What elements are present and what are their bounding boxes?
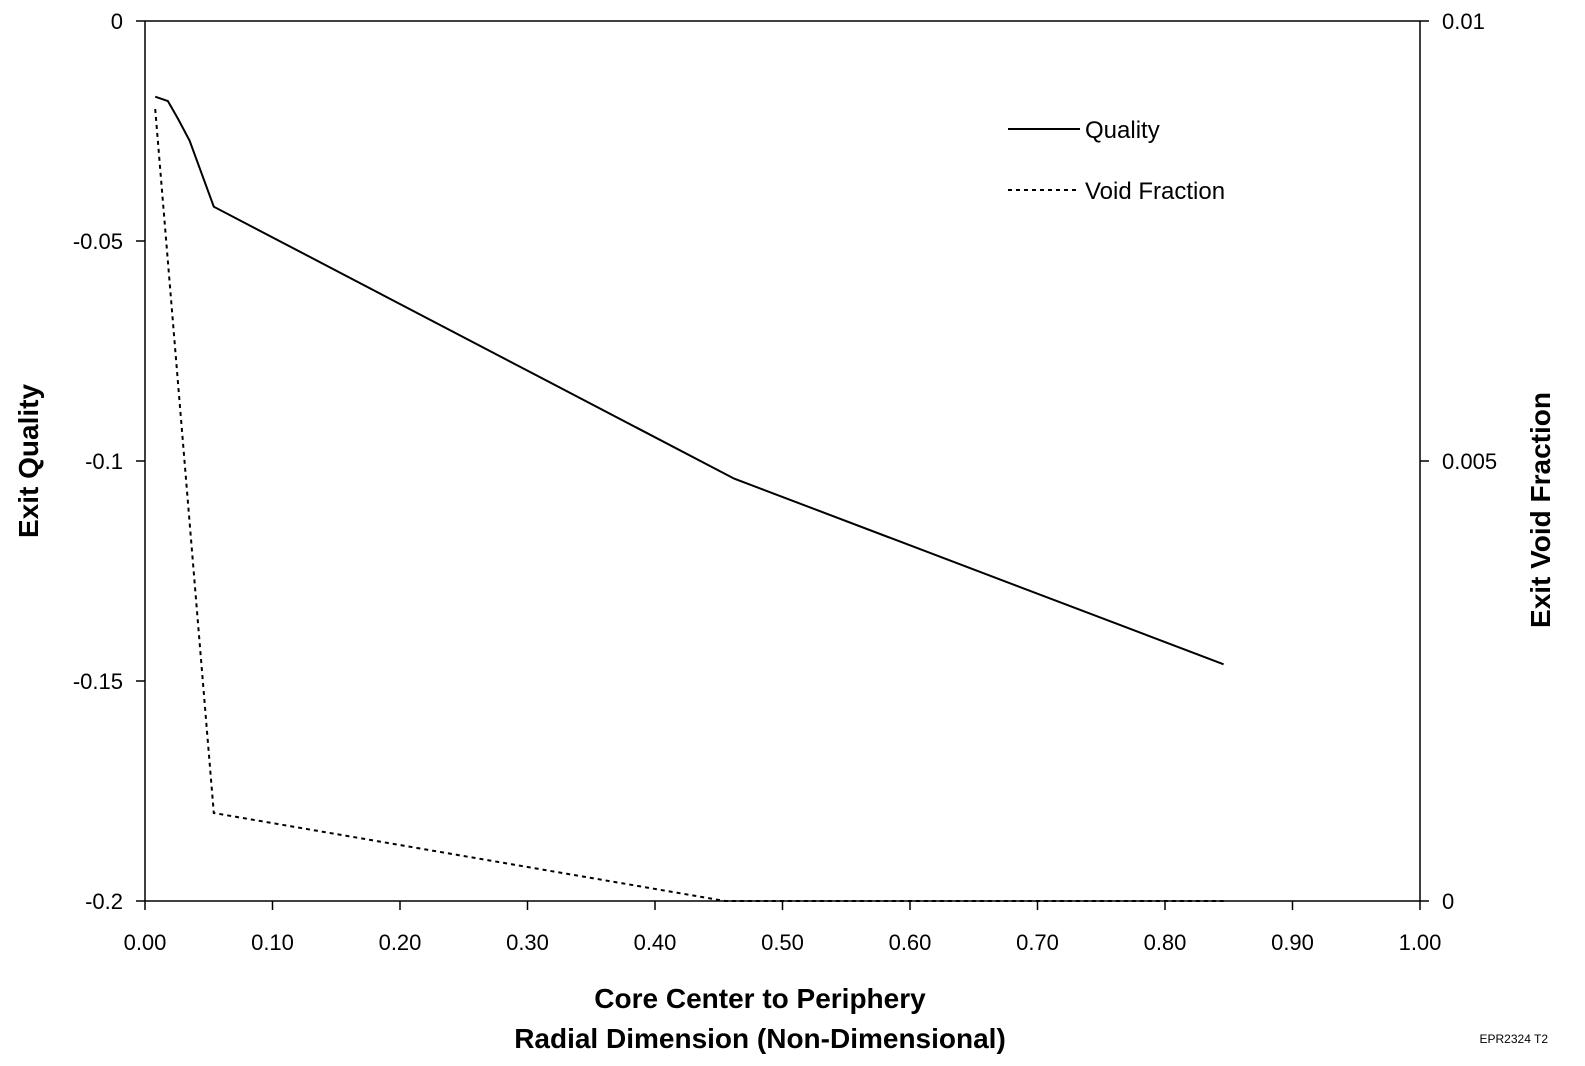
x-axis-title-line-2: Radial Dimension (Non-Dimensional) (514, 1023, 1006, 1054)
x-tick-label: 1.00 (1399, 930, 1442, 955)
y-left-tick-label: -0.2 (85, 889, 123, 914)
y-left-tick-label: -0.05 (73, 229, 123, 254)
x-tick-label: 0.90 (1271, 930, 1314, 955)
x-tick-label: 0.20 (379, 930, 422, 955)
x-tick-label: 0.80 (1144, 930, 1187, 955)
axes (144, 20, 1421, 902)
legend-label-quality: Quality (1085, 117, 1160, 144)
legend-label-void-fraction: Void Fraction (1085, 178, 1225, 205)
y-left-axis-title: Exit Quality (13, 384, 44, 538)
x-tick-label: 0.40 (634, 930, 677, 955)
y-left-tick-label: -0.15 (73, 669, 123, 694)
figure-code: EPR2324 T2 (1480, 1032, 1549, 1046)
series-line-void-fraction (154, 108, 1224, 902)
x-tick-label: 0.70 (1016, 930, 1059, 955)
x-axis-title-line-1: Core Center to Periphery (594, 983, 926, 1014)
x-tick-label: 0.30 (506, 930, 549, 955)
x-tick-label: 0.50 (761, 930, 804, 955)
y-left-tick-label: -0.1 (85, 449, 123, 474)
y-right-tick-label: 0.005 (1442, 449, 1497, 474)
ticks: 0.00 0.10 0.20 0.30 0.40 0.50 0.60 0.70 0.80 0.90… (73, 9, 1497, 955)
series-line-quality (154, 95, 1224, 666)
x-tick-label: 0.10 (251, 930, 294, 955)
series-layer (154, 95, 1224, 902)
y-right-axis-title: Exit Void Fraction (1525, 392, 1556, 628)
y-right-tick-label: 0.01 (1442, 9, 1485, 34)
x-tick-label: 0.60 (889, 930, 932, 955)
x-tick-label: 0.00 (124, 930, 167, 955)
y-right-tick-label: 0 (1442, 889, 1454, 914)
legend: Quality Void Fraction (1008, 117, 1225, 205)
y-left-tick-label: 0 (111, 9, 123, 34)
